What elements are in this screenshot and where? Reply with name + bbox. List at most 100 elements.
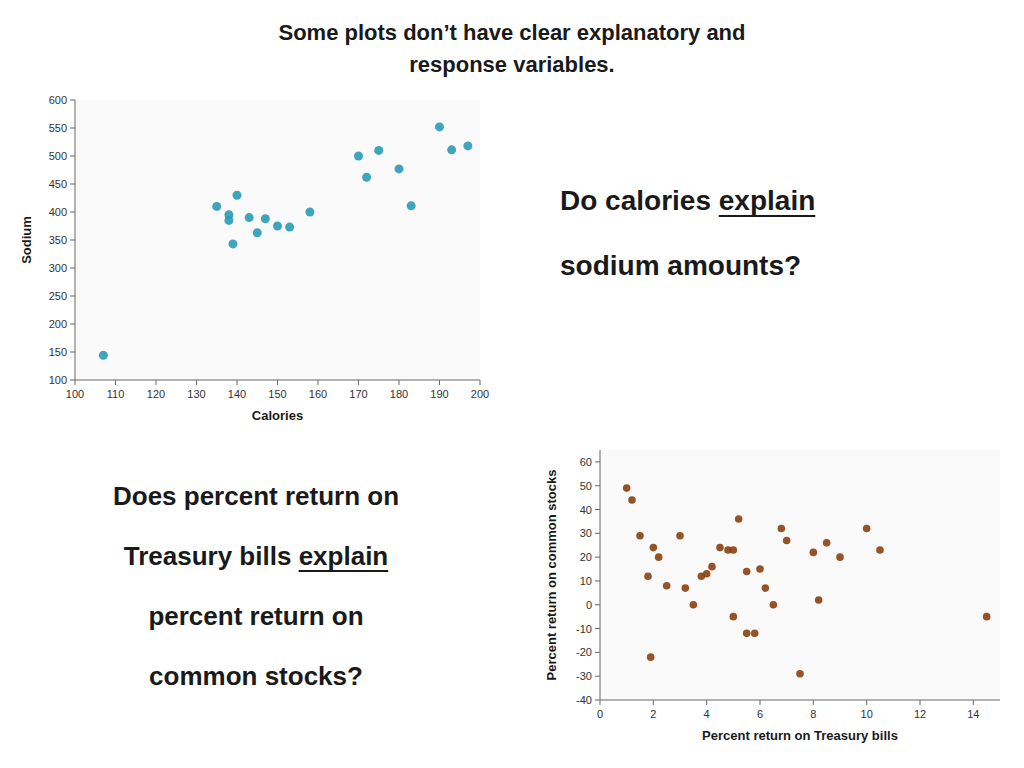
x-tick-label: 140 [228,388,246,400]
y-tick-label: 50 [580,480,592,492]
point [628,496,636,504]
x-tick-label: 2 [650,708,656,720]
x-tick-label: 14 [967,708,979,720]
point [796,670,804,678]
annotation-group: Do calories explain sodium amounts? [560,185,815,281]
y-tick [70,100,75,101]
point [273,222,282,231]
annotation: sodium amounts? [560,250,801,281]
point [682,584,690,592]
point [676,532,684,540]
point [751,630,759,638]
point [407,201,416,210]
y-tick-label: 400 [49,206,67,218]
x-tick-label: 200 [471,388,489,400]
x-tick-label: 180 [390,388,408,400]
point [735,515,743,523]
y-tick [595,461,600,462]
annotation: percent return on [148,601,363,631]
point [756,565,764,573]
points [99,122,473,359]
y-tick-label: 40 [580,504,592,516]
x-tick [399,380,400,385]
point [395,164,404,173]
x-tick-label: 8 [810,708,816,720]
annotation: explain [299,541,389,571]
y-tick-label: 200 [49,318,67,330]
point [362,173,371,182]
plot-area [75,100,480,380]
point [823,539,831,547]
y-tick [70,268,75,269]
plot-area [600,450,1000,700]
title: Some plots don’t have clear explanatory … [278,20,745,45]
y-tick [595,628,600,629]
x-tick [358,380,359,385]
x-tick-label: 100 [66,388,84,400]
point [730,546,738,554]
y-tick-label: 300 [49,262,67,274]
y-tick-label: 60 [580,456,592,468]
point [743,568,751,576]
y-tick [595,580,600,581]
point [253,228,262,237]
x-tick [75,380,76,385]
x-tick [196,380,197,385]
y-tick-label: 500 [49,150,67,162]
annotation: Treasury bills [124,541,292,571]
points [623,484,991,677]
y-tick [70,324,75,325]
figure: Some plots don’t have clear explanatory … [0,0,1024,768]
point [261,214,270,223]
x-tick-label: 12 [914,708,926,720]
y-tick [595,557,600,558]
y-tick-label: 30 [580,527,592,539]
x-tick-label: 0 [597,708,603,720]
point [810,549,818,557]
y-tick [595,533,600,534]
y-tick [595,676,600,677]
x-tick-label: 110 [107,388,125,400]
point [305,208,314,217]
point [762,584,770,592]
y-tick [70,296,75,297]
point [435,122,444,131]
y-tick [70,184,75,185]
x-tick [318,380,319,385]
y-tick [595,485,600,486]
y-axis-label: Percent return on common stocks [544,470,559,681]
x-tick [866,700,867,705]
y-tick-label: 550 [49,122,67,134]
annotation: explain [719,185,815,216]
x-tick [920,700,921,705]
x-tick [156,380,157,385]
x-tick-label: 150 [268,388,286,400]
point [99,351,108,360]
scatter-chart: 1001101201301401501601701801902001001502… [19,94,489,423]
point [647,653,655,661]
point [224,216,233,225]
point [636,532,644,540]
point [245,213,254,222]
point [285,223,294,232]
y-tick [70,380,75,381]
x-axis [600,700,1000,701]
point [983,613,991,621]
x-tick [480,380,481,385]
point [836,553,844,561]
y-tick-label: 150 [49,346,67,358]
point [655,553,663,561]
x-tick [706,700,707,705]
x-tick [973,700,974,705]
underline [719,215,815,217]
x-tick-label: 130 [187,388,205,400]
y-tick [70,212,75,213]
y-tick-label: -20 [576,646,592,658]
underline [299,570,389,572]
y-tick [70,240,75,241]
point [354,152,363,161]
point [374,146,383,155]
annotation: Do calories [560,185,711,216]
y-tick [70,156,75,157]
point [815,596,823,604]
